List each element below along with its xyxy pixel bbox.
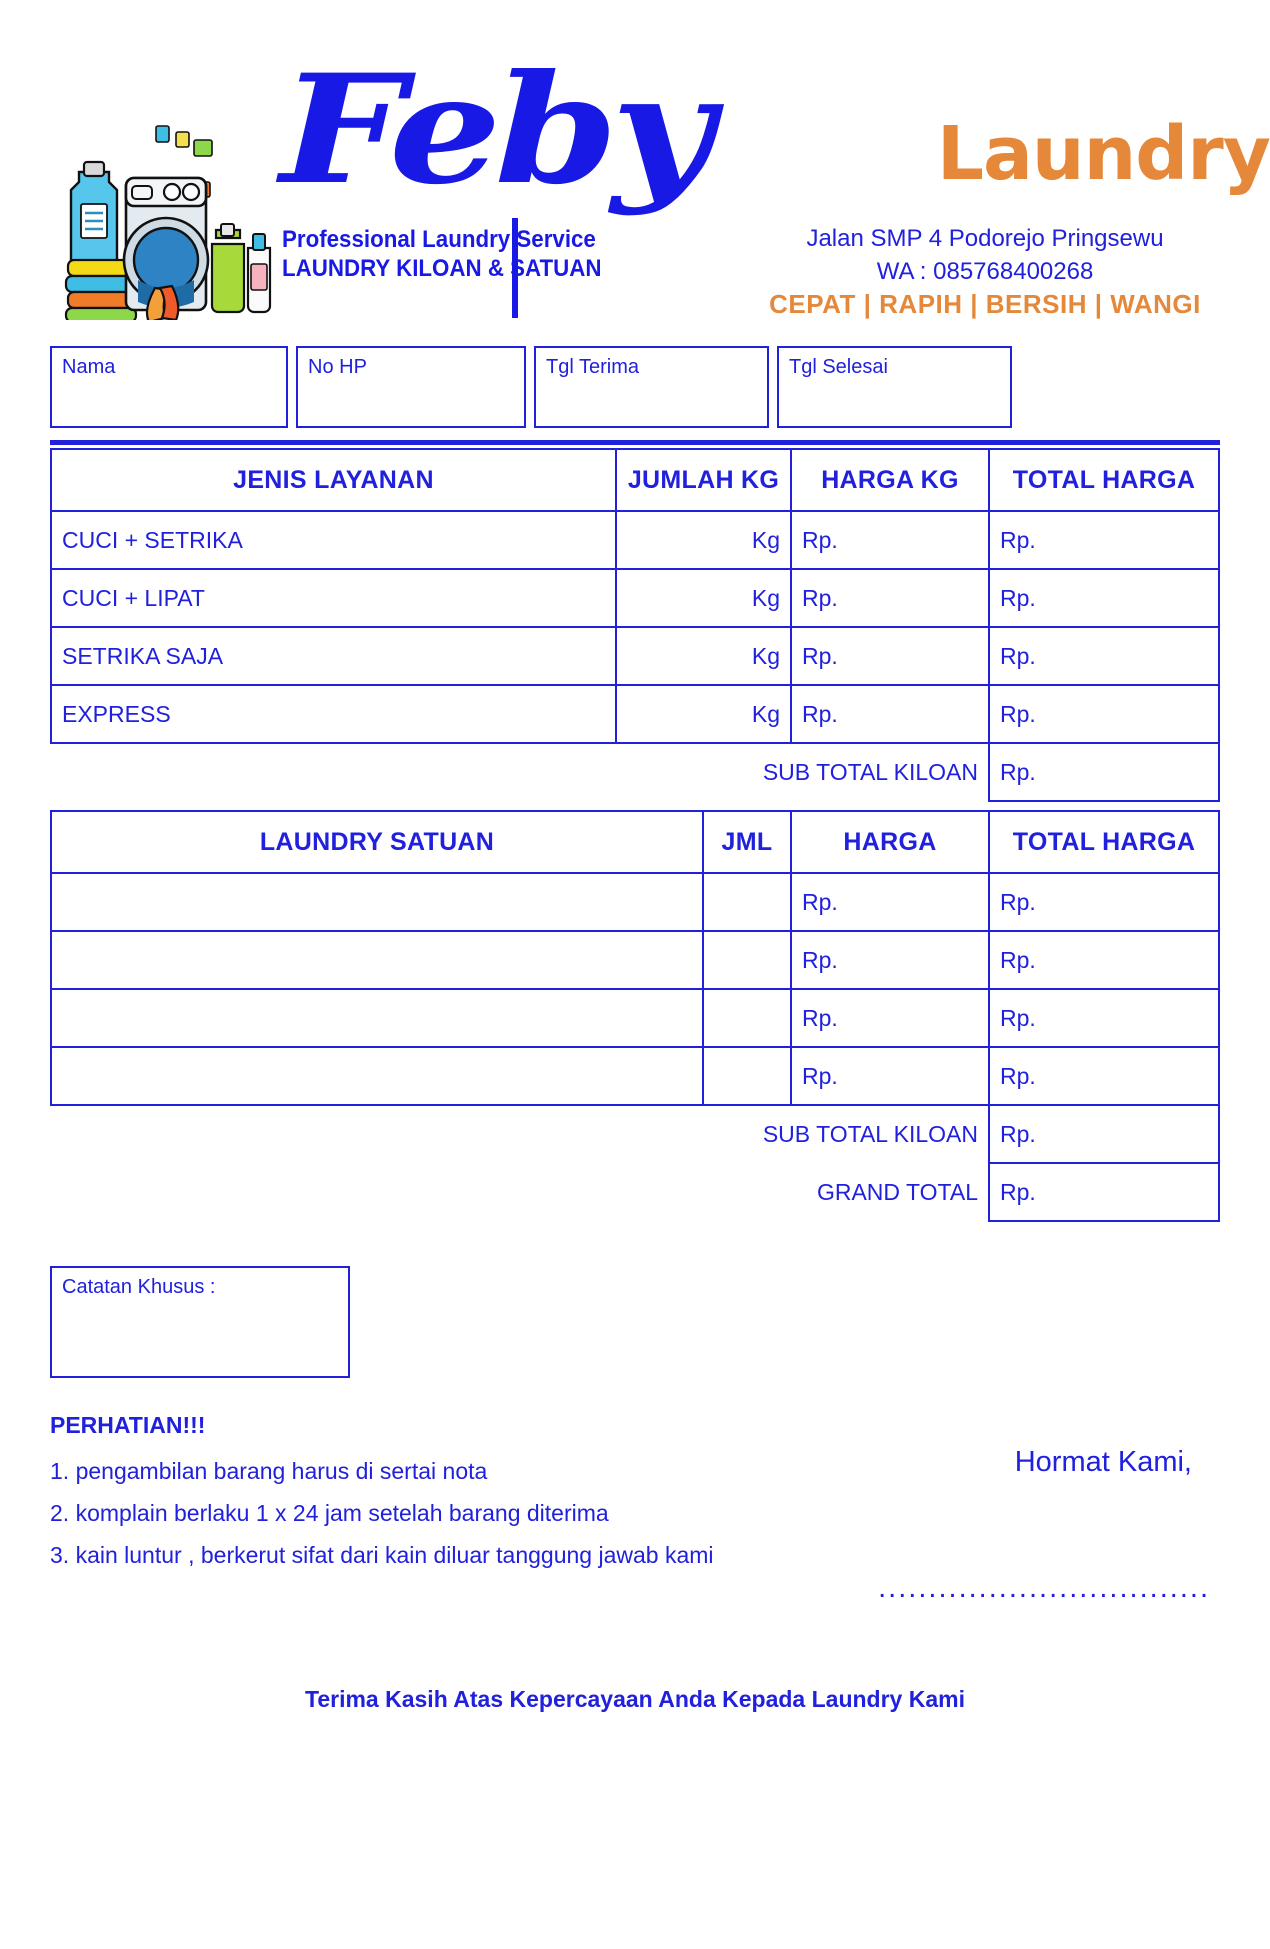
notice-line-2: 2. komplain berlaku 1 x 24 jam setelah b… [50,1500,609,1526]
table-row[interactable]: CUCI + LIPAT Kg Rp. Rp. [50,568,1220,628]
kiloan-col-service: JENIS LAYANAN [50,448,617,512]
footer-thanks: Terima Kasih Atas Kepercayaan Anda Kepad… [305,1686,965,1712]
grand-total-label: GRAND TOTAL [816,1178,978,1205]
satuan-qty-cell[interactable] [702,872,792,932]
notice-line-3: 3. kain luntur , berkerut sifat dari kai… [50,1542,714,1568]
notice-section: PERHATIAN!!! 1. pengambilan barang harus… [50,1412,1220,1604]
notice-line-1: 1. pengambilan barang harus di sertai no… [50,1458,488,1484]
satuan-total-cell[interactable]: Rp. [988,930,1220,990]
kiloan-qty-cell[interactable]: Kg [615,684,792,744]
kiloan-service-name: CUCI + LIPAT [50,568,617,628]
tagline-line-2: LAUNDRY KILOAN & SATUAN [282,255,602,282]
field-no-hp[interactable]: No HP [296,346,526,428]
vertical-divider [512,218,518,318]
kiloan-header-row: JENIS LAYANAN JUMLAH KG HARGA KG TOTAL H… [50,448,1220,512]
kiloan-subtotal-label: SUB TOTAL KILOAN [762,759,978,785]
brand-title: Feby Laundry [280,55,1270,220]
grand-total-value[interactable]: Rp. [988,1162,1220,1222]
kiloan-service-name: EXPRESS [50,684,617,744]
field-tgl-selesai-label: Tgl Selesai [789,356,888,378]
kiloan-total-cell[interactable]: Rp. [988,684,1220,744]
tagline-line-1: Professional Laundry Service [282,226,596,253]
kiloan-price-cell[interactable]: Rp. [790,626,990,686]
field-tgl-terima[interactable]: Tgl Terima [534,346,769,428]
satuan-col-qty: JML [702,810,792,874]
receipt-header: Feby Laundry Professional Laundry Servic… [50,0,1270,340]
signature-label: Hormat Kami, [1014,1446,1192,1478]
kiloan-service-name: CUCI + SETRIKA [50,510,617,570]
satuan-price-cell[interactable]: Rp. [790,988,990,1048]
satuan-price-cell[interactable]: Rp. [790,872,990,932]
laundry-illustration-icon [64,125,272,320]
brand-name-block: Laundry [936,111,1270,197]
satuan-header-row: LAUNDRY SATUAN JML HARGA TOTAL HARGA [50,810,1220,874]
grand-total-row: GRAND TOTAL Rp. [51,1162,1220,1222]
table-row[interactable]: Rp. Rp. [50,1046,1220,1106]
satuan-item-cell[interactable] [50,1046,704,1106]
satuan-subtotal-row: SUB TOTAL KILOAN Rp. [51,1104,1220,1164]
kiloan-col-qty: JUMLAH KG [615,448,792,512]
satuan-item-cell[interactable] [50,872,704,932]
satuan-subtotal-value[interactable]: Rp. [988,1104,1220,1164]
catatan-khusus-box[interactable]: Catatan Khusus : [50,1266,350,1378]
kiloan-service-name: SETRIKA SAJA [50,626,617,686]
kiloan-price-cell[interactable]: Rp. [790,568,990,628]
field-tgl-selesai[interactable]: Tgl Selesai [777,346,1012,428]
satuan-total-cell[interactable]: Rp. [988,988,1220,1048]
customer-fields-row: Nama No HP Tgl Terima Tgl Selesai [50,346,1220,428]
field-no-hp-label: No HP [308,356,367,378]
kiloan-subtotal-value[interactable]: Rp. [988,742,1220,802]
satuan-item-cell[interactable] [50,930,704,990]
signature-line: ................................. [878,1572,1210,1604]
kiloan-qty-cell[interactable]: Kg [615,568,792,628]
kiloan-col-price: HARGA KG [790,448,990,512]
kiloan-total-cell[interactable]: Rp. [988,626,1220,686]
brand-tagline: Professional Laundry Service LAUNDRY KIL… [282,225,602,283]
brand-name-script: Feby [280,42,714,218]
kiloan-qty-cell[interactable]: Kg [615,626,792,686]
field-tgl-terima-label: Tgl Terima [546,356,639,378]
satuan-qty-cell[interactable] [702,988,792,1048]
table-row[interactable]: SETRIKA SAJA Kg Rp. Rp. [50,626,1220,686]
kiloan-price-cell[interactable]: Rp. [790,684,990,744]
kiloan-qty-cell[interactable]: Kg [615,510,792,570]
kiloan-col-total: TOTAL HARGA [988,448,1220,512]
satuan-subtotal-label: SUB TOTAL KILOAN [762,1121,978,1147]
notice-title: PERHATIAN!!! [50,1412,206,1438]
table-row[interactable]: CUCI + SETRIKA Kg Rp. Rp. [50,510,1220,570]
slogan-line: CEPAT | RAPIH | BERSIH | WANGI [769,289,1201,319]
kiloan-table: JENIS LAYANAN JUMLAH KG HARGA KG TOTAL H… [50,448,1220,802]
catatan-khusus-label: Catatan Khusus : [62,1276,216,1298]
satuan-col-price: HARGA [790,810,990,874]
field-nama[interactable]: Nama [50,346,288,428]
satuan-table: LAUNDRY SATUAN JML HARGA TOTAL HARGA Rp.… [50,810,1220,1222]
table-row[interactable]: EXPRESS Kg Rp. Rp. [50,684,1220,744]
satuan-qty-cell[interactable] [702,1046,792,1106]
satuan-price-cell[interactable]: Rp. [790,1046,990,1106]
contact-info: Jalan SMP 4 Podorejo Pringsewu WA : 0857… [750,222,1220,321]
satuan-item-cell[interactable] [50,988,704,1048]
satuan-col-total: TOTAL HARGA [988,810,1220,874]
kiloan-subtotal-row: SUB TOTAL KILOAN Rp. [51,742,1220,802]
field-nama-label: Nama [62,356,116,378]
kiloan-total-cell[interactable]: Rp. [988,510,1220,570]
satuan-qty-cell[interactable] [702,930,792,990]
whatsapp-line: WA : 085768400268 [876,258,1094,285]
section-divider [50,440,1220,445]
satuan-total-cell[interactable]: Rp. [988,872,1220,932]
satuan-col-item: LAUNDRY SATUAN [50,810,704,874]
kiloan-price-cell[interactable]: Rp. [790,510,990,570]
address-line: Jalan SMP 4 Podorejo Pringsewu [806,225,1164,252]
satuan-price-cell[interactable]: Rp. [790,930,990,990]
satuan-total-cell[interactable]: Rp. [988,1046,1220,1106]
kiloan-total-cell[interactable]: Rp. [988,568,1220,628]
table-row[interactable]: Rp. Rp. [50,988,1220,1048]
table-row[interactable]: Rp. Rp. [50,930,1220,990]
table-row[interactable]: Rp. Rp. [50,872,1220,932]
